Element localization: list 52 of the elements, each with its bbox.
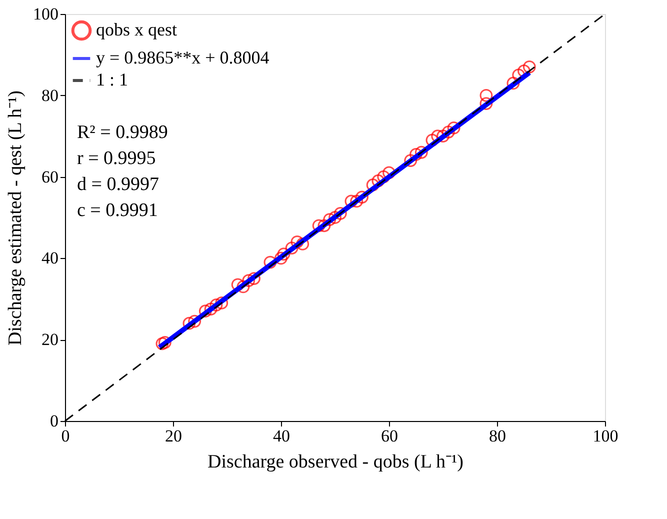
point — [323, 213, 336, 226]
x-tick-label: 60 — [381, 426, 398, 446]
x-tick-label: 80 — [489, 426, 506, 446]
point — [188, 314, 202, 328]
x-tick-label: 100 — [592, 426, 618, 446]
point — [242, 274, 256, 288]
annotation: c = 0.9991 — [77, 200, 158, 221]
annotation: d = 0.9997 — [77, 174, 159, 195]
legend-label: qobs x qest — [96, 20, 177, 40]
annotation: R² = 0.9989 — [77, 122, 168, 143]
point — [198, 304, 212, 318]
y-tick-label: 100 — [33, 4, 58, 24]
legend-label: 1 : 1 — [96, 70, 128, 90]
point — [285, 242, 298, 254]
point — [158, 336, 172, 349]
point — [274, 252, 288, 265]
x-tick-label: 0 — [61, 426, 70, 446]
point — [356, 190, 368, 204]
point — [350, 194, 364, 208]
y-axis-title: Discharge estimated - qest (L h⁻¹) — [5, 90, 26, 346]
y-tick-label: 40 — [42, 248, 58, 268]
point — [414, 146, 428, 159]
point — [442, 126, 455, 138]
point — [522, 60, 536, 74]
point — [480, 97, 493, 110]
point — [328, 211, 342, 224]
x-tick-label: 20 — [165, 426, 182, 446]
y-tick-label: 80 — [42, 86, 58, 105]
point — [215, 296, 228, 310]
point — [156, 337, 169, 350]
point — [436, 130, 450, 143]
point — [210, 298, 223, 312]
point — [480, 88, 493, 102]
annotation: r = 0.9995 — [77, 148, 156, 169]
point — [236, 280, 250, 294]
point — [334, 206, 347, 220]
y-tick-label: 60 — [42, 167, 58, 186]
point — [248, 272, 260, 285]
x-tick-label: 40 — [273, 426, 290, 446]
point — [447, 122, 460, 134]
point — [410, 148, 422, 161]
point — [182, 316, 196, 330]
y-tick-label: 20 — [42, 330, 58, 350]
y-tick-label: 0 — [50, 412, 58, 430]
point — [318, 219, 331, 232]
point — [264, 256, 277, 269]
x-axis-title: Discharge observed - qobs (L h⁻¹) — [208, 452, 464, 472]
point — [277, 248, 290, 261]
legend-label: y = 0.9865**x + 0.8004 — [96, 48, 270, 68]
point — [296, 238, 310, 250]
point — [204, 302, 218, 316]
point — [506, 76, 520, 90]
